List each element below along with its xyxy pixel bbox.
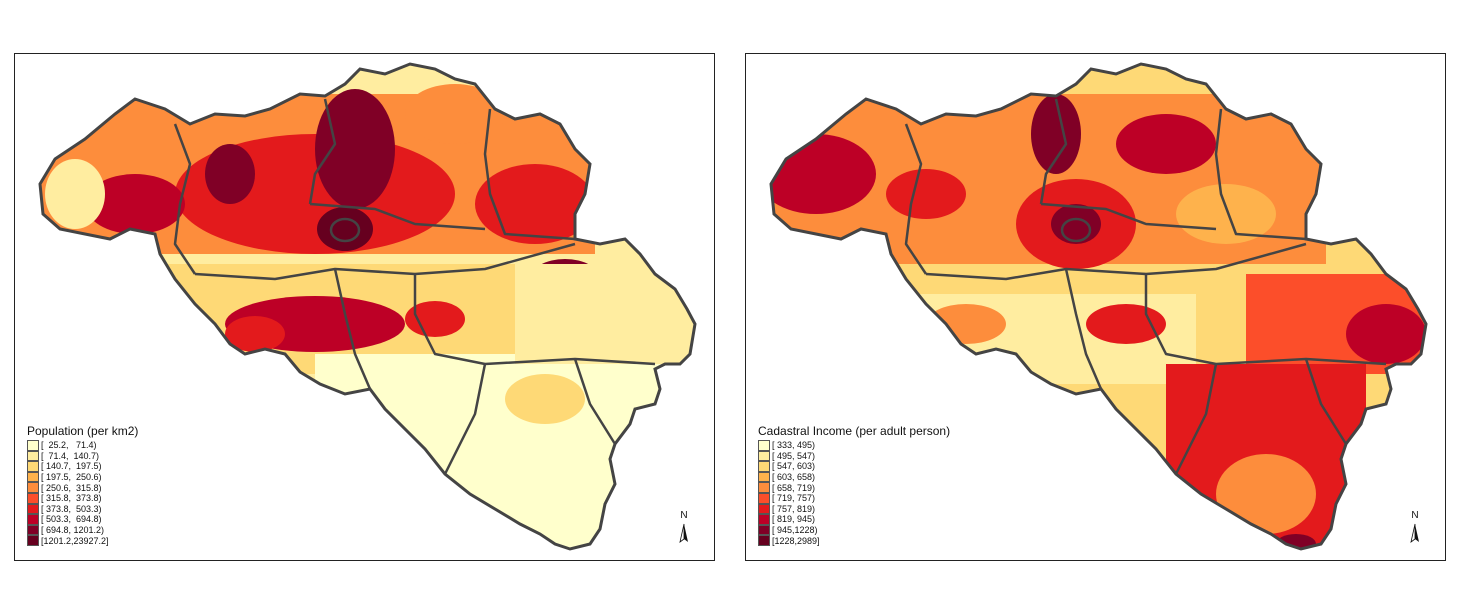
legend-item: [1228,2989] [758,535,950,546]
legend-item: [ 140.7, 197.5) [27,461,138,472]
legend-item: [ 197.5, 250.6) [27,471,138,483]
legend-swatch [758,503,770,515]
legend-label: [ 694.8, 1201.2) [41,525,105,536]
legend-label: [ 547, 603) [772,461,816,472]
population-choropleth-map [38,62,697,551]
legend-swatch [27,524,39,536]
legend-label: [ 945,1228) [772,525,818,536]
legend-swatch [27,492,39,504]
legend-item: [ 719, 757) [758,492,950,504]
legend-item: [ 25.2, 71.4) [27,440,138,451]
legend-swatch [27,503,39,515]
legend-swatch [758,471,770,483]
population-map-panel: Population (per km2) [ 25.2, 71.4)[ 71.4… [14,53,715,561]
legend-title: Cadastral Income (per adult person) [758,424,951,438]
legend-item: [ 495, 547) [758,450,950,462]
population-legend: Population (per km2) [ 25.2, 71.4)[ 71.4… [27,424,138,546]
legend-item: [ 658, 719) [758,482,950,493]
legend-label: [ 25.2, 71.4) [41,440,97,451]
legend-swatch [27,471,39,483]
legend-label: [ 658, 719) [772,482,816,493]
legend-item: [ 503.3, 694.8) [27,514,138,525]
legend-item: [ 71.4, 140.7) [27,450,138,462]
legend-label: [1201.2,23927.2] [41,535,109,546]
legend-swatch [758,440,770,451]
legend-swatch [758,461,770,472]
legend-swatch [27,535,39,546]
legend-item: [ 757, 819) [758,503,950,515]
legend-item: [ 333, 495) [758,440,950,451]
legend-swatch [758,482,770,493]
legend-label: [ 373.8, 503.3) [41,503,102,514]
legend-item: [ 373.8, 503.3) [27,503,138,515]
legend-item: [ 250.6, 315.8) [27,482,138,493]
legend-item: [ 603, 658) [758,471,950,483]
north-arrow-icon: N [1405,510,1425,550]
legend-item: [1201.2,23927.2] [27,535,138,546]
legend-item: [ 315.8, 373.8) [27,492,138,504]
legend-label: [ 757, 819) [772,503,816,514]
legend-swatch [27,440,39,451]
legend-swatch [27,450,39,462]
north-arrow-icon: N [674,510,694,550]
legend-label: [ 315.8, 373.8) [41,493,102,504]
legend-item: [ 819, 945) [758,514,950,525]
legend-label: [ 250.6, 315.8) [41,482,102,493]
legend-swatch [27,514,39,525]
legend-label: [ 495, 547) [772,450,816,461]
legend-label: [1228,2989] [772,535,820,546]
legend-swatch [758,450,770,462]
legend-swatch [758,535,770,546]
legend-swatch [758,492,770,504]
legend-item: [ 694.8, 1201.2) [27,524,138,536]
legend-swatch [758,514,770,525]
cadastral-income-map-panel: Cadastral Income (per adult person) [ 33… [745,53,1446,561]
legend-swatch [27,482,39,493]
cadastral-income-legend: Cadastral Income (per adult person) [ 33… [758,424,950,546]
legend-label: [ 503.3, 694.8) [41,514,102,525]
legend-title: Population (per km2) [27,424,139,438]
legend-label: [ 719, 757) [772,493,816,504]
legend-label: [ 333, 495) [772,440,816,451]
legend-swatch [758,524,770,536]
cadastral-income-choropleth-map [769,62,1428,551]
legend-item: [ 945,1228) [758,524,950,536]
legend-item: [ 547, 603) [758,461,950,472]
legend-label: [ 71.4, 140.7) [41,450,100,461]
legend-label: [ 819, 945) [772,514,816,525]
legend-label: [ 140.7, 197.5) [41,461,102,472]
legend-label: [ 603, 658) [772,472,816,483]
legend-label: [ 197.5, 250.6) [41,472,102,483]
legend-swatch [27,461,39,472]
